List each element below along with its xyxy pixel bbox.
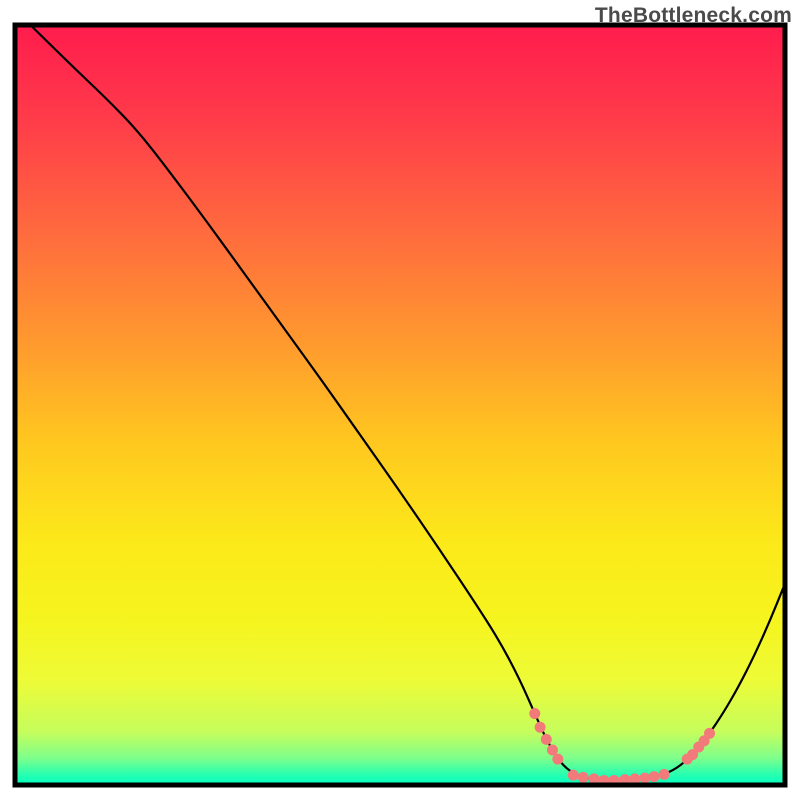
watermark-text: TheBottleneck.com	[595, 4, 792, 28]
optimal-dot	[589, 774, 599, 784]
optimal-dot	[547, 745, 557, 755]
optimal-dot	[659, 769, 669, 779]
optimal-dot	[640, 773, 650, 783]
bottleneck-chart: TheBottleneck.com	[0, 0, 800, 800]
optimal-dot	[649, 772, 659, 782]
optimal-dot	[705, 728, 715, 738]
optimal-dot	[535, 722, 545, 732]
plot-background	[15, 25, 785, 785]
optimal-dot	[541, 734, 551, 744]
optimal-dot	[553, 754, 563, 764]
optimal-dot	[630, 774, 640, 784]
optimal-dot	[568, 770, 578, 780]
chart-svg	[0, 0, 800, 800]
optimal-dot	[578, 772, 588, 782]
optimal-dot	[530, 709, 540, 719]
